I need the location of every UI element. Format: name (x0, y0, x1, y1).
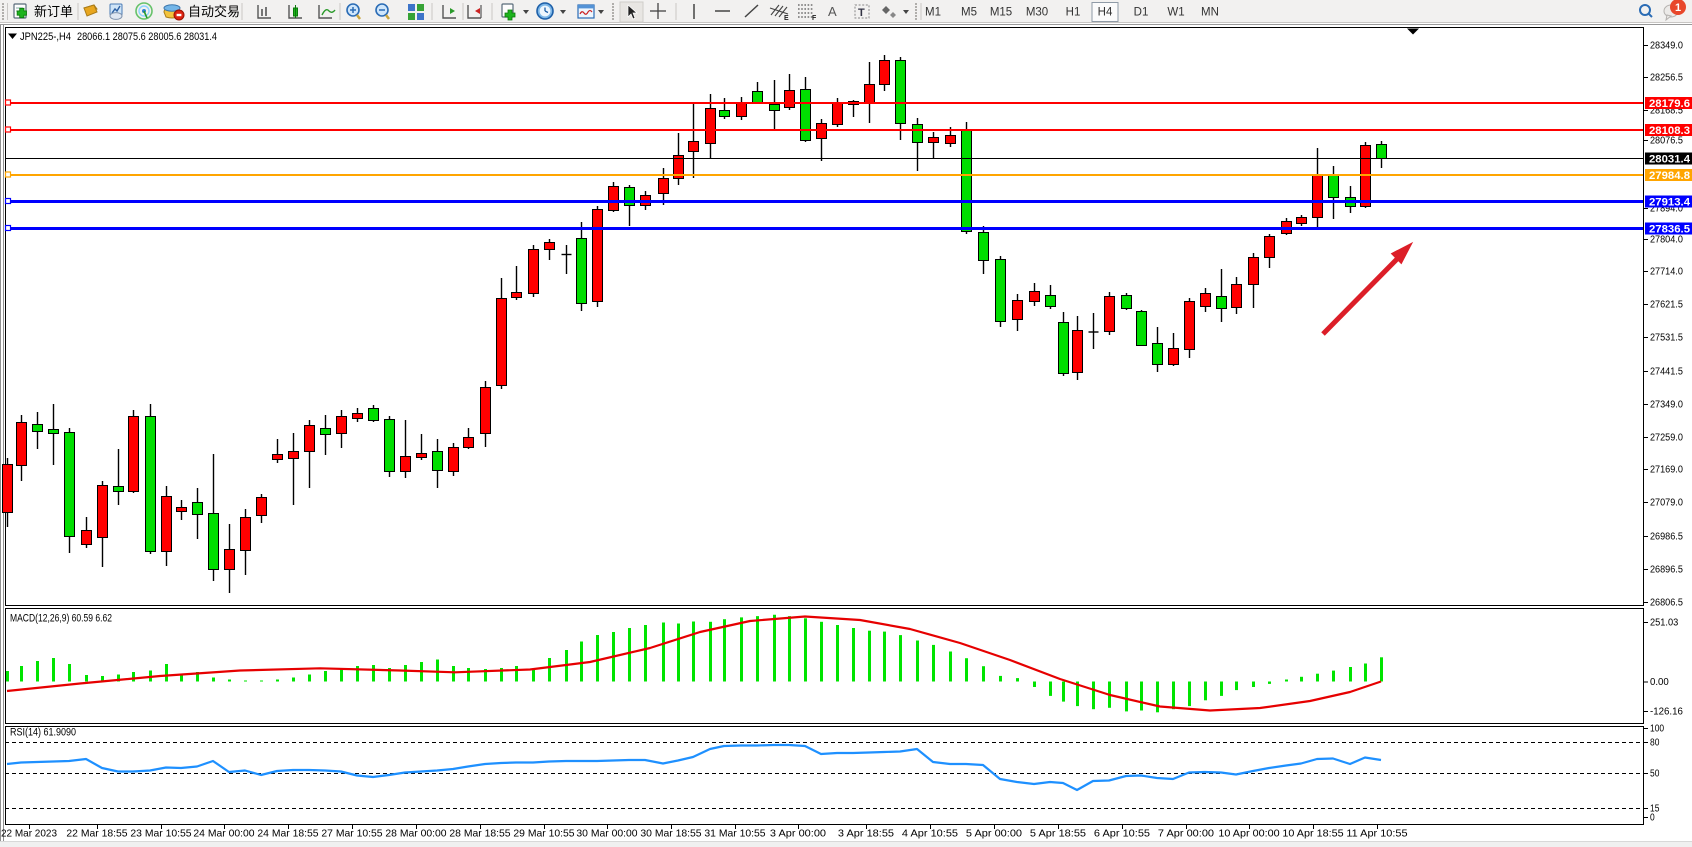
svg-text:3 Apr 18:55: 3 Apr 18:55 (838, 828, 894, 840)
svg-text:27441.5: 27441.5 (1650, 367, 1683, 378)
svg-text:27169.0: 27169.0 (1650, 465, 1683, 476)
svg-text:27714.0: 27714.0 (1650, 267, 1683, 278)
svg-text:H1: H1 (1066, 7, 1081, 19)
svg-text:27894.0: 27894.0 (1650, 204, 1683, 215)
svg-text:29 Mar 10:55: 29 Mar 10:55 (513, 828, 574, 840)
svg-text:80: 80 (1650, 738, 1660, 749)
svg-text:5 Apr 00:00: 5 Apr 00:00 (966, 828, 1022, 840)
svg-text:27 Mar 10:55: 27 Mar 10:55 (321, 828, 382, 840)
svg-text:28 Mar 18:55: 28 Mar 18:55 (449, 828, 510, 840)
svg-text:自动交易: 自动交易 (188, 4, 240, 19)
svg-text:7 Apr 00:00: 7 Apr 00:00 (1158, 828, 1214, 840)
svg-text:10 Apr 18:55: 10 Apr 18:55 (1282, 828, 1343, 840)
svg-text:28076.5: 28076.5 (1650, 136, 1683, 147)
svg-text:1: 1 (1675, 2, 1681, 14)
svg-text:MACD(12,26,9) 60.59 6.62: MACD(12,26,9) 60.59 6.62 (10, 613, 112, 625)
svg-text:27531.5: 27531.5 (1650, 333, 1683, 344)
svg-text:31 Mar 10:55: 31 Mar 10:55 (704, 828, 765, 840)
svg-text:H4: H4 (1098, 7, 1113, 19)
svg-text:D1: D1 (1134, 7, 1149, 19)
svg-text:251.03: 251.03 (1650, 618, 1679, 629)
svg-text:28031.4: 28031.4 (1649, 154, 1691, 166)
svg-text:50: 50 (1650, 769, 1660, 780)
svg-text:MN: MN (1201, 7, 1219, 19)
svg-text:RSI(14) 61.9090: RSI(14) 61.9090 (10, 727, 76, 739)
svg-text:JPN225-,H4: JPN225-,H4 (20, 31, 71, 43)
svg-text:M5: M5 (961, 7, 977, 19)
svg-text:M15: M15 (990, 7, 1012, 19)
svg-text:30 Mar 00:00: 30 Mar 00:00 (576, 828, 637, 840)
svg-text:30 Mar 18:55: 30 Mar 18:55 (640, 828, 701, 840)
svg-text:27349.0: 27349.0 (1650, 400, 1683, 411)
svg-text:28256.5: 28256.5 (1650, 73, 1683, 84)
svg-text:28108.3: 28108.3 (1649, 125, 1690, 137)
svg-text:27621.5: 27621.5 (1650, 300, 1683, 311)
svg-text:5 Apr 18:55: 5 Apr 18:55 (1030, 828, 1086, 840)
svg-text:T: T (858, 7, 865, 19)
svg-text:26806.5: 26806.5 (1650, 598, 1683, 609)
svg-text:24 Mar 18:55: 24 Mar 18:55 (257, 828, 318, 840)
svg-text:23 Mar 10:55: 23 Mar 10:55 (130, 828, 191, 840)
svg-text:22 Mar 18:55: 22 Mar 18:55 (66, 828, 127, 840)
svg-text:28349.0: 28349.0 (1650, 41, 1683, 52)
svg-text:28179.6: 28179.6 (1649, 98, 1690, 110)
svg-text:-126.16: -126.16 (1650, 707, 1683, 718)
svg-text:F: F (812, 15, 817, 22)
svg-text:0: 0 (1650, 813, 1655, 824)
svg-text:27836.5: 27836.5 (1649, 224, 1690, 236)
svg-text:3 Apr 00:00: 3 Apr 00:00 (770, 828, 826, 840)
svg-text:22 Mar 2023: 22 Mar 2023 (1, 828, 57, 840)
svg-text:27259.0: 27259.0 (1650, 433, 1683, 444)
svg-text:26986.5: 26986.5 (1650, 532, 1683, 543)
svg-text:27913.4: 27913.4 (1649, 197, 1691, 209)
svg-text:W1: W1 (1167, 7, 1184, 19)
svg-text:6 Apr 10:55: 6 Apr 10:55 (1094, 828, 1150, 840)
svg-text:27079.0: 27079.0 (1650, 498, 1683, 509)
svg-text:E: E (784, 15, 789, 22)
svg-text:26896.5: 26896.5 (1650, 565, 1683, 576)
svg-text:10 Apr 00:00: 10 Apr 00:00 (1218, 828, 1279, 840)
svg-text:M30: M30 (1026, 7, 1048, 19)
svg-text:15: 15 (1650, 804, 1660, 815)
svg-text:28 Mar 00:00: 28 Mar 00:00 (385, 828, 446, 840)
svg-text:0.00: 0.00 (1650, 677, 1669, 688)
svg-text:新订单: 新订单 (34, 4, 73, 19)
svg-text:4 Apr 10:55: 4 Apr 10:55 (902, 828, 958, 840)
svg-text:28066.1 28075.6 28005.6 28031.: 28066.1 28075.6 28005.6 28031.4 (77, 31, 217, 43)
svg-text:11 Apr 10:55: 11 Apr 10:55 (1346, 828, 1407, 840)
svg-text:A: A (828, 4, 837, 19)
svg-text:M1: M1 (925, 7, 941, 19)
svg-text:24 Mar 00:00: 24 Mar 00:00 (193, 828, 254, 840)
svg-text:100: 100 (1650, 724, 1664, 735)
svg-text:28168.5: 28168.5 (1650, 106, 1683, 117)
svg-text:27984.8: 27984.8 (1649, 170, 1690, 182)
svg-text:27804.0: 27804.0 (1650, 235, 1683, 246)
